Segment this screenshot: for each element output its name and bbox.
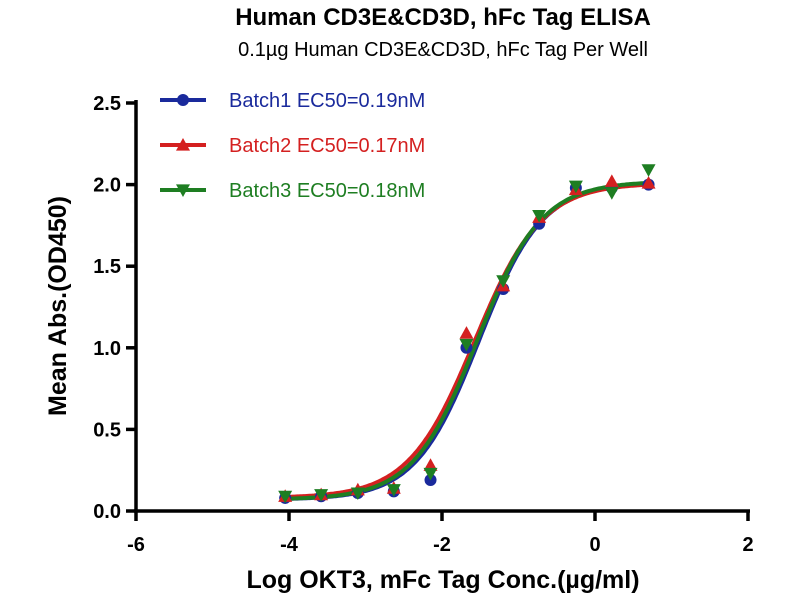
y-ticks: 0.0 0.5 1.0 1.5 2.0 2.5	[93, 93, 136, 523]
chart-title: Human CD3E&CD3D, hFc Tag ELISA	[235, 4, 651, 31]
chart-subtitle: 0.1µg Human CD3E&CD3D, hFc Tag Per Well	[238, 39, 648, 61]
data-point-batch3	[496, 275, 511, 288]
x-tick-label: 2	[742, 534, 753, 556]
data-point-batch3	[459, 338, 474, 352]
x-ticks: -6 -4 -2 0 2	[127, 511, 754, 556]
data-point-batch3	[641, 164, 656, 177]
x-tick-label: -4	[280, 534, 299, 556]
data-points	[278, 164, 656, 504]
y-axis-label: Mean Abs.(OD450)	[44, 196, 72, 416]
data-point-batch3	[314, 489, 329, 502]
y-tick-label: 1.0	[93, 338, 121, 360]
y-tick-label: 2.0	[93, 175, 121, 197]
fit-curves	[285, 180, 648, 501]
y-tick-label: 0.0	[93, 501, 121, 523]
data-point-batch3	[423, 467, 438, 481]
legend-marker	[176, 184, 190, 197]
legend-marker	[177, 94, 189, 106]
legend-label: Batch3 EC50=0.18nM	[229, 180, 425, 202]
x-tick-label: -6	[127, 534, 145, 556]
legend-label: Batch2 EC50=0.17nM	[229, 135, 425, 157]
data-point-batch2	[604, 174, 619, 187]
x-tick-label: 0	[589, 534, 600, 556]
y-tick-label: 1.5	[93, 256, 121, 278]
data-point-batch2	[641, 175, 656, 189]
data-point-batch3	[278, 490, 293, 504]
data-point-batch3	[386, 484, 401, 497]
axes	[134, 100, 750, 513]
legend-label: Batch1 EC50=0.19nM	[229, 90, 425, 112]
legend-marker	[176, 138, 190, 151]
data-point-batch3	[568, 180, 583, 194]
data-point-batch3	[532, 210, 547, 223]
data-point-batch2	[459, 326, 474, 339]
legend: Batch1 EC50=0.19nM Batch2 EC50=0.17nM Batc…	[160, 90, 425, 202]
data-point-batch2	[423, 458, 438, 471]
x-tick-label: -2	[433, 534, 451, 556]
y-tick-label: 2.5	[93, 93, 121, 115]
fit-curve-batch3	[285, 180, 648, 501]
x-axis-label: Log OKT3, mFc Tag Conc.(µg/ml)	[246, 566, 639, 594]
data-point-batch3	[350, 487, 365, 501]
data-point-batch3	[604, 187, 619, 200]
y-tick-label: 0.5	[93, 419, 121, 441]
